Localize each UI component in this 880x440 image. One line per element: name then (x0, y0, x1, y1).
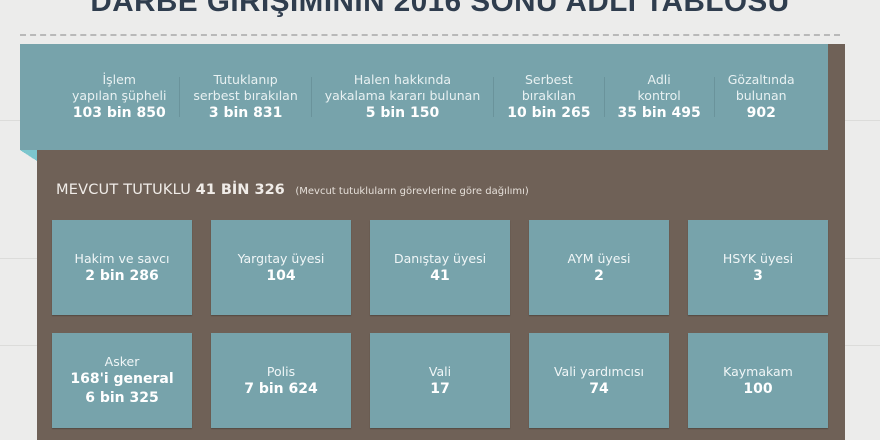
summary-item-in-custody: Gözaltında bulunan 902 (728, 72, 795, 123)
summary-label: yakalama kararı bulunan (324, 87, 481, 103)
summary-separator (493, 77, 495, 117)
summary-label: serbest bırakılan (193, 87, 298, 103)
card-value: 104 (266, 267, 296, 284)
summary-label: Adli (647, 71, 671, 87)
summary-label: Gözaltında (727, 71, 795, 87)
summary-separator (713, 77, 715, 117)
card-label: AYM üyesi (567, 250, 631, 266)
summary-label: bulunan (735, 87, 787, 103)
infographic-title: DARBE GİRİŞİMİNİN 2016 SONU ADLİ TABLOSU (90, 0, 790, 18)
card-value: 3 (753, 267, 763, 284)
card-label: Vali (428, 363, 452, 379)
summary-item-arrested-released: Tutuklanıp serbest bırakılan 3 bin 831 (193, 72, 297, 123)
detained-subtitle: (Mevcut tutukluların görevlerine göre da… (295, 186, 529, 197)
card-governor: Vali 17 (370, 333, 510, 428)
summary-label: İşlem (102, 71, 136, 87)
card-label: Hakim ve savcı (74, 250, 170, 266)
detained-heading-label: MEVCUT TUTUKLU (56, 182, 192, 198)
summary-value: 902 (746, 104, 776, 121)
card-hsyk: HSYK üyesi 3 (688, 220, 828, 315)
card-label: Kaymakam (723, 363, 793, 379)
card-value: 2 bin 286 (85, 267, 159, 284)
card-value: 74 (589, 380, 609, 397)
summary-label: Serbest (524, 71, 573, 87)
card-value: 17 (430, 380, 450, 397)
summary-value: 10 bin 265 (507, 104, 591, 121)
card-council-of-state: Danıştay üyesi 41 (370, 220, 510, 315)
card-label: Polis (266, 363, 296, 379)
card-judges-prosecutors: Hakim ve savcı 2 bin 286 (52, 220, 192, 315)
detained-heading: MEVCUT TUTUKLU 41 BİN 326 (Mevcut tutukl… (56, 182, 529, 198)
summary-separator (310, 77, 312, 117)
card-court-of-cassation: Yargıtay üyesi 104 (211, 220, 351, 315)
summary-label: Halen hakkında (353, 71, 452, 87)
card-label: Vali yardımcısı (553, 363, 645, 379)
card-value: 7 bin 624 (244, 380, 318, 397)
summary-value: 103 bin 850 (72, 104, 166, 121)
ribbon-fold-decoration (20, 150, 37, 161)
summary-bar: İşlem yapılan şüpheli 103 bin 850 Tutukl… (20, 44, 828, 150)
summary-separator (603, 77, 605, 117)
summary-value: 5 bin 150 (365, 104, 440, 121)
summary-item-warrant: Halen hakkında yakalama kararı bulunan 5… (325, 72, 481, 123)
card-police: Polis 7 bin 624 (211, 333, 351, 428)
summary-item-released: Serbest bırakılan 10 bin 265 (507, 72, 590, 123)
card-district-governor: Kaymakam 100 (688, 333, 828, 428)
summary-label: bırakılan (521, 87, 576, 103)
card-label: Yargıtay üyesi (237, 250, 325, 266)
summary-value: 3 bin 831 (208, 104, 283, 121)
card-value: 100 (743, 380, 773, 397)
card-label: Asker (104, 354, 140, 369)
summary-label: kontrol (637, 87, 681, 103)
summary-label: Tutuklanıp (213, 71, 278, 87)
card-value: 6 bin 325 (85, 390, 159, 406)
summary-value: 35 bin 495 (617, 104, 701, 121)
card-label: Danıştay üyesi (393, 250, 487, 266)
detained-total: 41 BİN 326 (195, 182, 285, 198)
card-military: Asker 168'i general 6 bin 325 (52, 333, 192, 428)
card-value: 2 (594, 267, 604, 284)
summary-item-suspects: İşlem yapılan şüpheli 103 bin 850 (72, 72, 166, 123)
summary-label: yapılan şüpheli (72, 87, 167, 103)
summary-item-judicial-control: Adli kontrol 35 bin 495 (618, 72, 701, 123)
card-deputy-governor: Vali yardımcısı 74 (529, 333, 669, 428)
card-constitutional-court: AYM üyesi 2 (529, 220, 669, 315)
card-label: HSYK üyesi (722, 250, 794, 266)
dashed-divider (20, 34, 840, 36)
card-value: 41 (430, 267, 450, 284)
card-note: 168'i general (70, 371, 174, 387)
summary-separator (179, 77, 181, 117)
